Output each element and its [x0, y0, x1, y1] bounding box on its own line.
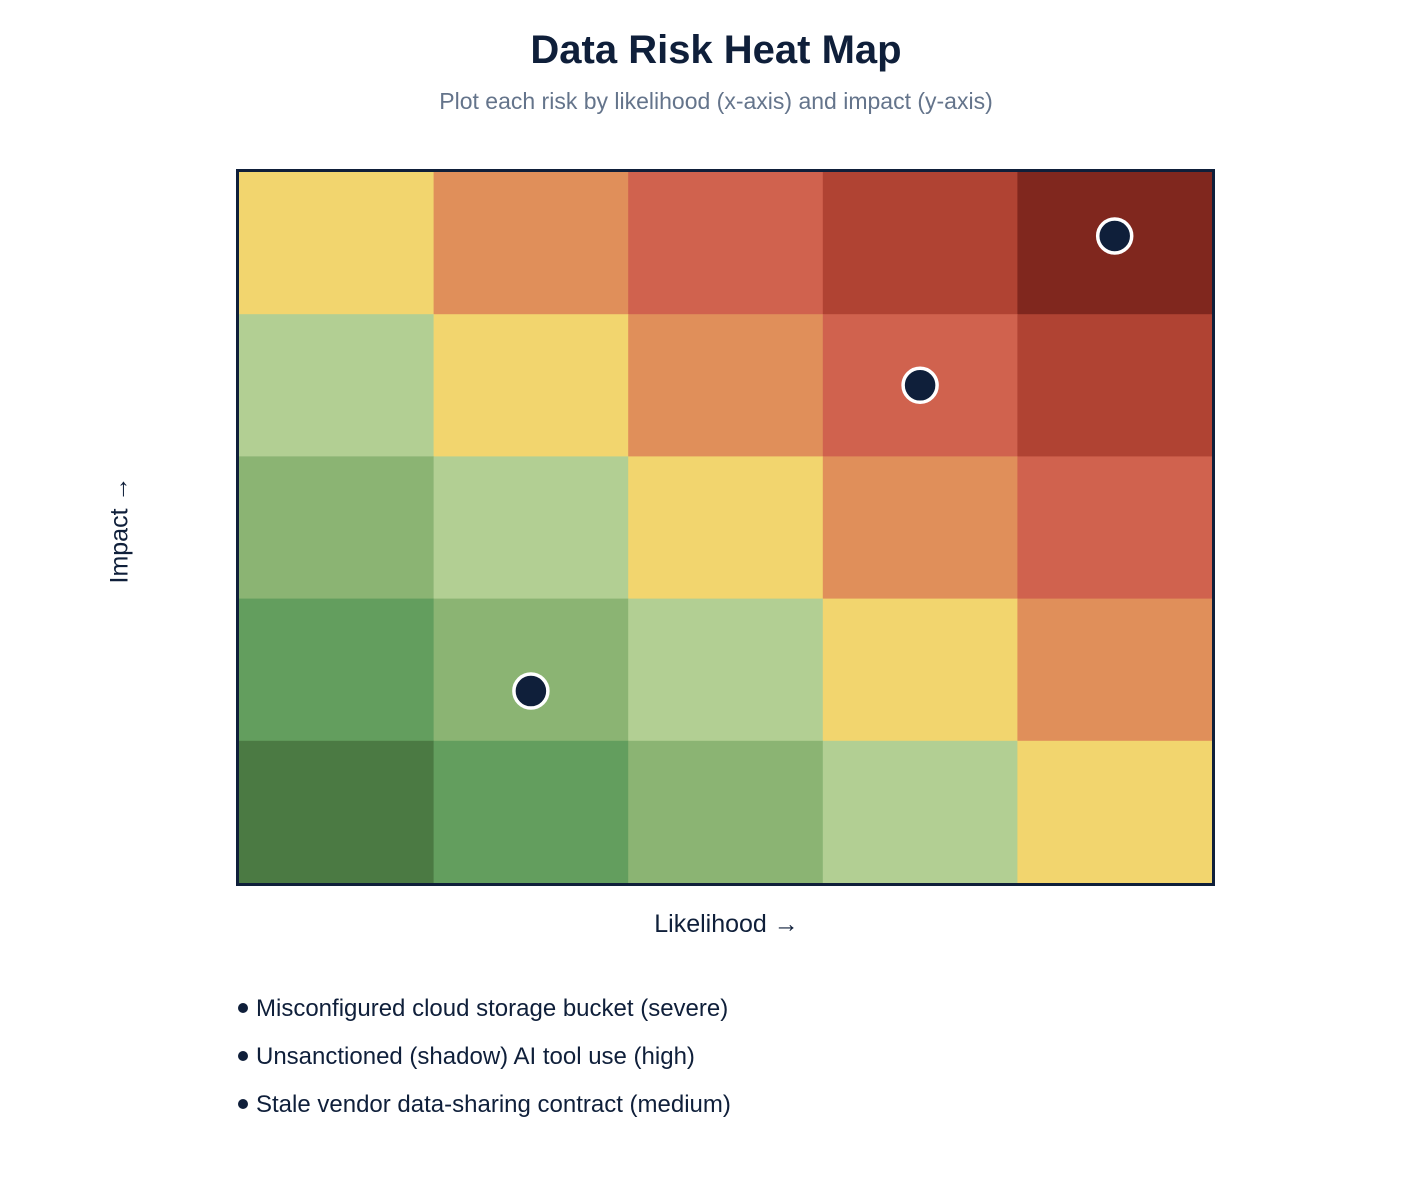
chart-subtitle: Plot each risk by likelihood (x-axis) an…: [439, 88, 993, 114]
heatmap-cell-r3-c3: [628, 456, 824, 600]
heatmap-cell-r4-c2: [433, 314, 629, 457]
chart-title: Data Risk Heat Map: [530, 28, 902, 72]
cells-layer: [239, 172, 1212, 883]
x-axis-label: Likelihood →: [654, 910, 799, 938]
heatmap-cell-r3-c1: [239, 456, 435, 600]
y-axis-label: Impact →: [105, 476, 134, 584]
heatmap-cell-r5-c2: [433, 172, 629, 315]
risk-legend: Misconfigured cloud storage bucket (seve…: [238, 992, 731, 1136]
legend-item-1: Misconfigured cloud storage bucket (seve…: [238, 992, 731, 1040]
legend-item-3: Stale vendor data-sharing contract (medi…: [238, 1088, 731, 1136]
heatmap-cell-r2-c3: [628, 598, 824, 742]
heatmap-grid: [236, 169, 1215, 886]
heatmap-cell-r1-c5: [1017, 740, 1212, 883]
heatmap-cell-r1-c1: [239, 740, 435, 883]
heatmap-cell-r1-c2: [433, 740, 629, 883]
heatmap-cell-r3-c4: [822, 456, 1018, 600]
heatmap-cell-r2-c2: [433, 598, 629, 742]
legend-item-label: Misconfigured cloud storage bucket (seve…: [256, 995, 729, 1022]
heatmap-cell-r4-c3: [628, 314, 824, 457]
heatmap-cell-r1-c4: [822, 740, 1018, 883]
heatmap-cell-r3-c2: [433, 456, 629, 600]
legend-item-label: Unsanctioned (shadow) AI tool use (high): [256, 1043, 695, 1070]
heatmap-cell-r4-c5: [1017, 314, 1212, 457]
bullet-icon: [238, 1098, 248, 1109]
heatmap-cell-r5-c1: [239, 172, 435, 315]
heatmap-cell-r3-c5: [1017, 456, 1212, 600]
heatmap-cell-r2-c5: [1017, 598, 1212, 742]
points-layer: [512, 217, 1134, 710]
heatmap-cell-r5-c4: [822, 172, 1018, 315]
heatmap-cell-r1-c3: [628, 740, 824, 883]
heatmap-cell-r2-c1: [239, 598, 435, 742]
risk-marker-2[interactable]: [901, 366, 939, 405]
heatmap-cell-r4-c1: [239, 314, 435, 457]
risk-marker-1[interactable]: [1095, 217, 1134, 255]
bullet-icon: [238, 1050, 248, 1061]
risk-marker-3[interactable]: [512, 672, 550, 710]
heatmap-cell-r2-c4: [822, 598, 1018, 742]
legend-item-label: Stale vendor data-sharing contract (medi…: [256, 1091, 731, 1118]
legend-item-2: Unsanctioned (shadow) AI tool use (high): [238, 1040, 731, 1088]
bullet-icon: [238, 1002, 248, 1013]
heatmap-svg: [239, 172, 1212, 883]
heatmap-cell-r5-c3: [628, 172, 824, 315]
